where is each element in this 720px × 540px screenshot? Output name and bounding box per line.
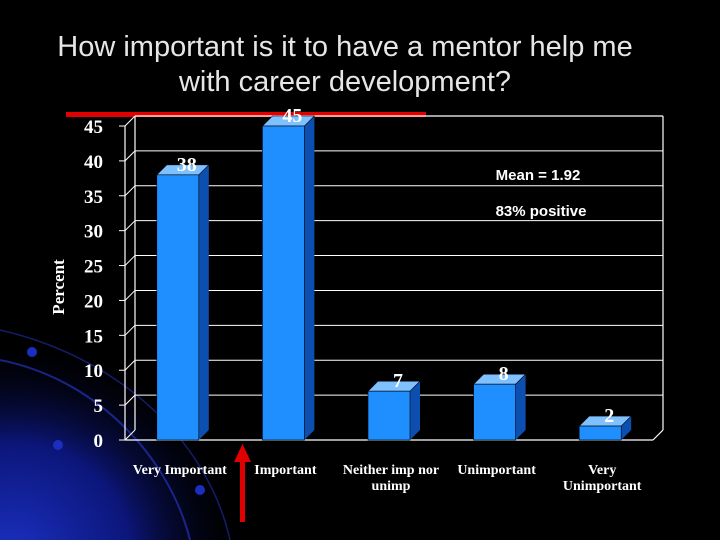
bar-front — [578, 425, 622, 441]
y-tick-label: 10 — [84, 361, 103, 382]
red-arrow — [234, 444, 251, 522]
x-category-label: Very Important — [133, 463, 227, 478]
x-category-label: Unimportant — [563, 479, 642, 494]
y-tick-label: 0 — [94, 431, 104, 452]
y-tick-label: 20 — [84, 291, 103, 312]
tick-diagonal — [124, 115, 136, 127]
tick-diagonal — [124, 150, 136, 162]
bar-front — [473, 383, 516, 441]
bar-front — [367, 390, 411, 441]
gridlines — [135, 115, 663, 396]
slide-title-line-2: with career development? — [178, 66, 512, 98]
x-category-label: unimp — [372, 479, 411, 494]
bar — [472, 373, 527, 441]
tick-diagonal — [124, 290, 136, 301]
y-tick-label: 45 — [84, 117, 103, 138]
annotation-mean: Mean = 1.92 — [496, 167, 581, 184]
tick-diagonal — [124, 185, 136, 197]
slide-title: How important is it to have a mentor hel… — [0, 30, 690, 100]
bar-side — [515, 374, 526, 440]
tick-diagonal — [124, 394, 136, 406]
bar-value-label: 7 — [393, 370, 403, 392]
red-arrow-shaft — [240, 460, 245, 522]
y-tick-labels: 0 5 10 15 20 25 30 35 40 45 — [84, 117, 103, 452]
slide-title-line-1: How important is it to have a mentor hel… — [57, 31, 633, 63]
value-labels: 38 45 7 8 2 — [177, 105, 614, 427]
tick-diagonal — [124, 255, 136, 266]
tick-diagonal — [124, 220, 136, 232]
bar-value-label: 45 — [282, 105, 302, 127]
y-tick-label: 30 — [84, 222, 103, 243]
category-labels: Very Important Important Neither imp norun… — [133, 463, 642, 494]
y-tick-label: 15 — [84, 326, 103, 347]
bar — [261, 115, 316, 441]
y-axis-label: Percent — [49, 259, 68, 315]
x-category-label: Very — [588, 463, 616, 478]
y-tick-label: 25 — [84, 257, 103, 278]
bar-side — [198, 164, 209, 440]
bar-front — [156, 174, 200, 441]
bar-front — [262, 125, 305, 441]
bar-side — [410, 381, 420, 440]
x-category-label: Unimportant — [457, 463, 536, 478]
bar — [156, 164, 210, 441]
floor-edge — [652, 429, 664, 441]
y-tick-label: 40 — [84, 152, 103, 173]
x-category-label: Neither imp nor — [343, 463, 439, 478]
x-category-label: Important — [254, 463, 317, 478]
bar — [578, 415, 632, 441]
title-underline — [66, 112, 426, 117]
y-tick-label: 5 — [94, 396, 104, 417]
bar-value-label: 38 — [177, 154, 197, 176]
tick-diagonal — [124, 429, 136, 441]
bar-value-label: 8 — [499, 363, 509, 385]
annotation-positive: 83% positive — [496, 203, 587, 220]
bars — [156, 115, 632, 441]
y-tick-label: 35 — [84, 187, 103, 208]
bar-value-label: 2 — [604, 405, 614, 427]
tick-diagonal — [124, 324, 136, 336]
tick-diagonal — [124, 359, 136, 371]
bar-side — [621, 416, 632, 440]
bar-side — [304, 116, 315, 440]
bar — [367, 380, 421, 441]
red-arrow-head — [234, 444, 251, 462]
